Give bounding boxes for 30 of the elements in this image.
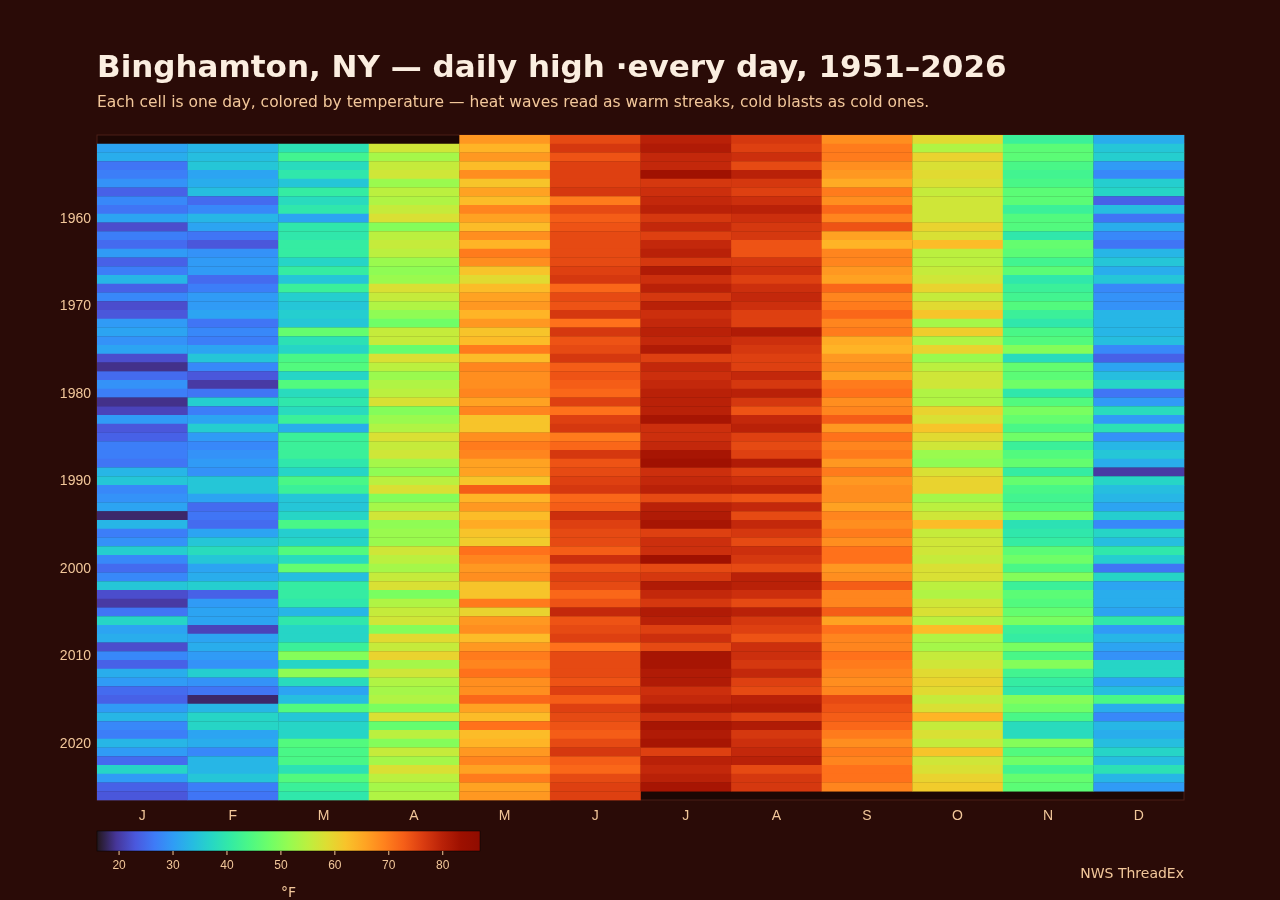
x-tick-label: M [317, 806, 330, 823]
x-tick-label: F [228, 806, 238, 823]
chart-title: Binghamton, NY — daily high ·every day, 1951–2026 [97, 48, 1007, 84]
y-tick-label: 1980 [59, 384, 92, 401]
color-bar-title: °F [280, 884, 297, 900]
y-tick-label: 2010 [59, 647, 92, 664]
x-tick-label: D [1133, 806, 1144, 823]
text: NWS ThreadEx [1080, 865, 1184, 881]
x-tick-label: J [138, 806, 146, 823]
y-tick-label: 2000 [59, 559, 92, 576]
chart-subtitle: Each cell is one day, colored by temperature — heat waves read as warm streaks, cold blasts as cold ones. [97, 93, 930, 111]
x-tick-label: M [498, 806, 511, 823]
color-bar-label: 40 [220, 857, 234, 872]
x-tick-label: A [771, 806, 782, 823]
color-bar-label: 80 [436, 857, 450, 872]
y-tick-label: 1990 [59, 472, 92, 489]
x-tick-label: A [409, 806, 420, 823]
color-bar-label: 50 [274, 857, 288, 872]
x-tick-label: N [1043, 806, 1054, 823]
y-tick-label: 2020 [59, 734, 92, 751]
color-bar-label: 20 [112, 857, 127, 872]
y-tick-label: 1970 [59, 297, 92, 314]
x-tick-label: S [862, 806, 872, 823]
x-tick-label: O [952, 806, 964, 823]
y-tick-label: 1960 [59, 209, 92, 226]
color-bar-label: 70 [382, 857, 396, 872]
color-bar-label: 30 [166, 857, 181, 872]
x-tick-label: J [682, 806, 690, 823]
x-tick-label: J [591, 806, 599, 823]
color-bar-label: 60 [328, 857, 342, 872]
